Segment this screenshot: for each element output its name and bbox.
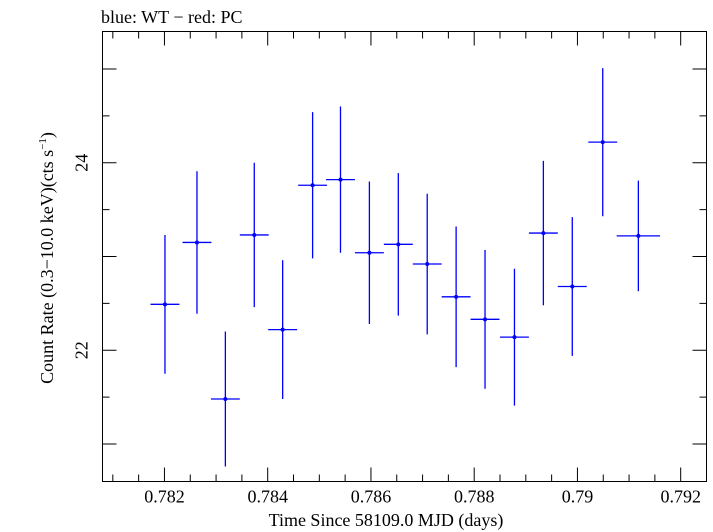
data-point xyxy=(588,68,618,217)
data-point xyxy=(326,106,355,253)
data-point xyxy=(239,162,269,308)
data-marker xyxy=(512,335,517,340)
x-axis: 0.782 0.784 0.786 0.788 0.79 0.792 xyxy=(112,31,707,507)
data-marker xyxy=(600,140,605,145)
data-series xyxy=(150,68,661,467)
data-marker xyxy=(338,177,343,182)
data-marker xyxy=(162,302,167,307)
x-tick-label: 0.788 xyxy=(454,487,495,507)
data-marker xyxy=(252,232,257,237)
y-axis-label: Count Rate (0.3−10.0 keV)(cts s−1) xyxy=(37,132,58,384)
data-point xyxy=(528,160,558,306)
data-point xyxy=(354,181,384,324)
x-tick-label: 0.784 xyxy=(247,487,288,507)
data-point xyxy=(268,260,298,399)
data-point xyxy=(412,193,442,335)
data-point xyxy=(298,112,328,259)
data-point xyxy=(470,249,500,389)
y-tick-label: 24 xyxy=(72,154,92,172)
x-tick-label: 0.782 xyxy=(144,487,185,507)
x-tick-label: 0.792 xyxy=(660,487,701,507)
data-marker xyxy=(454,294,459,299)
data-marker xyxy=(636,233,641,238)
data-marker xyxy=(425,262,430,266)
data-marker xyxy=(541,231,546,236)
data-marker xyxy=(194,240,199,245)
data-point xyxy=(383,173,413,316)
data-marker xyxy=(483,317,488,322)
data-marker xyxy=(570,284,575,289)
data-point xyxy=(557,217,587,356)
data-point xyxy=(182,171,212,314)
data-point xyxy=(500,268,529,406)
x-axis-label: Time Since 58109.0 MJD (days) xyxy=(269,510,504,531)
data-marker xyxy=(280,327,285,332)
y-axis-label-end: ) xyxy=(37,132,58,138)
chart-title: blue: WT − red: PC xyxy=(101,7,242,27)
data-marker xyxy=(310,183,315,188)
data-point xyxy=(441,226,471,368)
data-point xyxy=(210,331,240,467)
y-axis: 22 24 xyxy=(72,68,707,445)
y-axis-label-main: Count Rate (0.3−10.0 keV)(cts s xyxy=(37,150,58,384)
x-tick-label: 0.79 xyxy=(562,487,594,507)
x-tick-label: 0.786 xyxy=(351,487,392,507)
data-marker xyxy=(396,242,401,247)
data-point xyxy=(616,180,661,292)
data-marker xyxy=(223,397,228,401)
y-axis-label-superscript: −1 xyxy=(37,138,49,150)
y-tick-label: 22 xyxy=(72,341,92,359)
data-point xyxy=(150,234,180,374)
data-marker xyxy=(367,250,372,255)
